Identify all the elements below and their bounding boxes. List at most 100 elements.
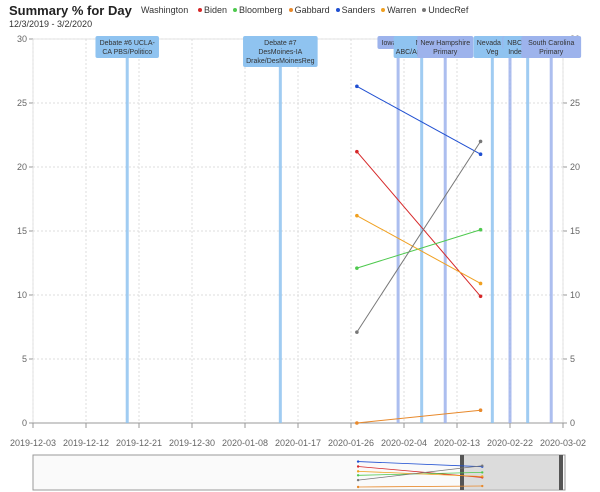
overview-line-warren [358,470,483,477]
event-label-text: Drake/DesMoinesReg [246,58,315,65]
x-tick-label: 2019-12-12 [63,438,109,448]
state-label: Washington [141,5,189,15]
legend-label: Gabbard [294,5,330,15]
data-point-gabbard[interactable] [478,408,483,413]
x-tick-label: 2020-01-08 [222,438,268,448]
y-tick-label-right: 10 [570,290,580,300]
event-bar[interactable] [549,39,553,423]
event-label-box[interactable] [95,36,159,58]
legend-dot-icon [422,8,427,12]
legend-dot-icon [288,8,293,12]
overview-point [356,460,360,463]
series-line-biden [356,151,481,297]
overview-point [481,471,484,474]
event-label-text: New Hampshire [420,40,470,47]
y-tick-label: 15 [17,226,27,236]
data-point-bloomberg[interactable] [355,266,359,270]
legend-item-biden[interactable]: Biden [198,5,227,15]
y-tick-label: 0 [22,418,27,428]
overview-point [481,475,484,478]
data-point-warren[interactable] [478,281,483,286]
y-tick-label: 20 [17,162,27,172]
overview-point [356,465,360,468]
data-point-sanders[interactable] [355,84,359,89]
y-tick-label-right: 0 [570,418,575,428]
overview-point [356,470,360,473]
event-bar[interactable] [443,39,447,423]
overview-point [481,464,484,467]
y-tick-label: 25 [17,98,27,108]
legend-item-gabbard[interactable]: Gabbard [288,5,330,15]
event-label-box[interactable] [417,36,474,58]
event-bar[interactable] [278,39,282,423]
x-tick-label: 2019-12-21 [116,438,162,448]
y-tick-label-right: 15 [570,226,580,236]
data-point-bloomberg[interactable] [478,227,483,232]
event-bar[interactable] [508,39,512,423]
overview-point [356,478,360,482]
data-point-sanders[interactable] [478,152,483,156]
x-tick-label: 2019-12-03 [10,438,56,448]
legend-dot-icon [233,8,238,12]
date-range-label: 12/3/2019 - 3/2/2020 [9,19,93,29]
legend-label: Warren [387,5,417,15]
legend-item-bloomberg[interactable]: Bloomberg [233,5,283,15]
x-tick-label: 2020-02-04 [381,438,427,448]
event-label-text: South Carolina [528,40,574,47]
y-tick-label-right: 5 [570,354,575,364]
overview-point [481,484,484,488]
y-tick-label-right: 25 [570,98,580,108]
overview-point [356,485,360,489]
x-tick-label: 2020-01-17 [275,438,321,448]
data-point-warren[interactable] [355,213,359,218]
event-label-text: Veg [486,49,498,56]
series-line-warren [356,215,481,284]
event-bar[interactable] [490,39,494,423]
legend-label: Biden [204,5,228,15]
legend-item-warren[interactable]: Warren [381,5,416,15]
event-label-text: DesMoines-IA [258,49,302,56]
series-line-undecref [356,141,481,333]
data-point-gabbard[interactable] [355,421,359,425]
series-line-sanders [356,85,481,155]
x-tick-label: 2019-12-30 [169,438,215,448]
event-bar[interactable] [420,39,424,423]
legend-label: Bloomberg [239,5,283,15]
event-bar[interactable] [396,39,400,423]
overview-point [356,474,360,477]
overview-handle-right[interactable] [559,455,563,490]
event-label-text: Primary [539,49,564,56]
chart-title: Summary % for Day [9,3,132,18]
legend-item-undecref[interactable]: UndecRef [422,5,468,15]
event-label-text: CA PBS/Politico [102,49,152,56]
event-label-text: Nevada C [477,40,508,47]
legend-dot-icon [335,8,340,12]
event-bar[interactable] [526,39,530,423]
data-point-biden[interactable] [478,294,483,299]
legend-item-sanders[interactable]: Sanders [335,5,375,15]
x-tick-label: 2020-02-13 [434,438,480,448]
overview-line-gabbard [358,485,483,488]
series-line-bloomberg [356,229,481,269]
y-tick-label-right: 20 [570,162,580,172]
data-point-undecref[interactable] [478,139,483,144]
data-point-biden[interactable] [355,149,359,154]
event-label-box[interactable] [243,36,318,67]
legend-label: UndecRef [428,5,469,15]
event-label-text: Primary [433,49,458,56]
legend-dot-icon [381,8,386,12]
event-label-box[interactable] [473,36,512,58]
x-tick-label: 2020-03-02 [540,438,586,448]
y-tick-label: 10 [17,290,27,300]
event-label-text: Debate #6 UCLA- [100,40,156,47]
data-point-undecref[interactable] [355,330,359,334]
event-bar[interactable] [125,39,129,423]
x-tick-label: 2020-02-22 [487,438,533,448]
legend-dot-icon [198,8,202,12]
x-tick-label: 2020-01-26 [328,438,374,448]
event-label-box[interactable] [521,36,582,58]
overview-line-undecref [358,465,483,481]
overview-line-sanders [358,461,483,468]
y-tick-label: 30 [17,34,27,44]
